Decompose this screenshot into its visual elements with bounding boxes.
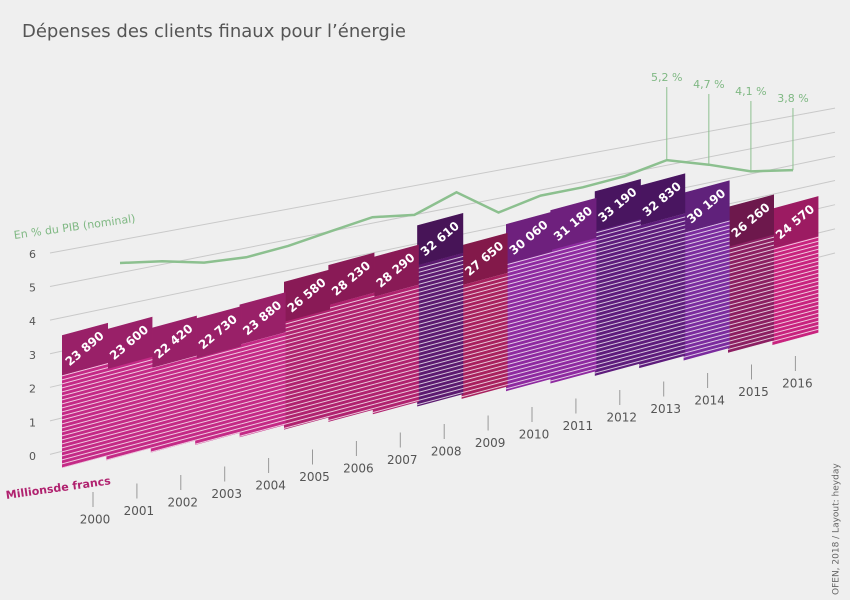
bar-plates bbox=[106, 356, 153, 461]
bar-lid bbox=[195, 306, 242, 359]
bar-stack: 30 060 bbox=[506, 211, 552, 392]
bar-lid bbox=[728, 194, 774, 247]
bar-plates bbox=[683, 220, 730, 361]
bar-stack: 28 290 bbox=[372, 244, 419, 415]
annotation: 4,7 % bbox=[693, 78, 724, 91]
bar-stack: 23 880 bbox=[239, 292, 286, 438]
bar-plates bbox=[372, 284, 419, 415]
x-tick-label: 2002 bbox=[168, 496, 199, 510]
bar-stack: 33 190 bbox=[594, 179, 641, 376]
bar-plates bbox=[506, 251, 552, 392]
bar-lid bbox=[328, 252, 375, 306]
bar-lid bbox=[106, 316, 153, 370]
y-tick-label: 6 bbox=[29, 248, 36, 261]
bar-stack: 32 610 bbox=[417, 212, 464, 407]
x-tick-label: 2000 bbox=[80, 513, 111, 527]
bar-plates bbox=[417, 252, 464, 407]
annotation: 3,8 % bbox=[777, 92, 808, 105]
bar-plates bbox=[195, 346, 242, 445]
bar-lid bbox=[372, 244, 419, 298]
x-tick-label: 2006 bbox=[343, 462, 374, 476]
x-tick-label: 2013 bbox=[650, 402, 681, 416]
x-tick-label: 2015 bbox=[738, 385, 769, 399]
bar-plates bbox=[239, 332, 286, 438]
bar-stack: 23 600 bbox=[106, 316, 153, 461]
bar-stack: 27 650 bbox=[461, 232, 508, 399]
x-tick-label: 2014 bbox=[694, 394, 725, 408]
grid-line bbox=[49, 107, 836, 254]
bar-stack: 26 580 bbox=[284, 269, 330, 430]
x-tick-label: 2012 bbox=[607, 411, 638, 425]
y-tick-label: 0 bbox=[29, 450, 36, 463]
bar-lid bbox=[150, 315, 197, 369]
bar-stack: 31 180 bbox=[550, 197, 597, 384]
y-tick-label: 3 bbox=[29, 349, 36, 362]
bar-stack: 32 830 bbox=[639, 173, 686, 369]
bar-stack: 26 260 bbox=[728, 194, 774, 353]
x-tick-label: 2005 bbox=[299, 470, 330, 484]
bar-lid bbox=[772, 196, 819, 249]
chart-title: Dépenses des clients finaux pour l’énerg… bbox=[22, 21, 406, 42]
x-tick-label: 2008 bbox=[431, 445, 462, 459]
bar-plates bbox=[550, 237, 597, 384]
bar-plates bbox=[639, 213, 686, 369]
y-tick-label: 1 bbox=[29, 416, 36, 429]
bar-plates bbox=[150, 355, 197, 453]
bar-plates bbox=[461, 272, 508, 399]
bar-stack: 23 890 bbox=[62, 322, 108, 468]
bar-stack: 24 570 bbox=[772, 196, 819, 346]
x-tick-label: 2007 bbox=[387, 453, 418, 467]
annotation: 4,1 % bbox=[735, 85, 766, 98]
bar-lid bbox=[550, 197, 597, 251]
x-tick-label: 2004 bbox=[255, 479, 286, 493]
bar-lid bbox=[683, 180, 730, 233]
bar-plates bbox=[328, 292, 375, 422]
bar-stack: 30 190 bbox=[683, 180, 730, 361]
bar-lid bbox=[417, 212, 464, 266]
annotation: 5,2 % bbox=[651, 71, 682, 84]
bar-stack: 22 420 bbox=[150, 315, 197, 453]
bar-stack: 22 730 bbox=[195, 306, 242, 445]
y-tick-label: 2 bbox=[29, 383, 36, 396]
x-tick-label: 2011 bbox=[563, 419, 594, 433]
x-tick-label: 2003 bbox=[211, 487, 242, 501]
x-tick-label: 2016 bbox=[782, 377, 813, 391]
bar-lid bbox=[506, 211, 552, 265]
y-tick-label: 5 bbox=[29, 282, 36, 295]
x-tick-label: 2010 bbox=[519, 428, 550, 442]
y-tick-label: 4 bbox=[29, 315, 36, 328]
bar-stack: 28 230 bbox=[328, 252, 375, 422]
bar-lid bbox=[62, 322, 108, 376]
bar-plates bbox=[62, 362, 108, 468]
bar-plates bbox=[728, 234, 774, 353]
bar-lid bbox=[284, 269, 330, 322]
bar-lid bbox=[639, 173, 686, 226]
bar-lid bbox=[594, 179, 641, 232]
bar-plates bbox=[284, 309, 330, 430]
bar-plates bbox=[594, 219, 641, 376]
x-tick-label: 2001 bbox=[124, 504, 155, 518]
bar-lid bbox=[461, 232, 508, 286]
pib-line bbox=[119, 158, 794, 265]
source: OFEN, 2018 / Layout: heyday bbox=[832, 463, 842, 595]
bar-lid bbox=[239, 292, 286, 345]
bar-plates bbox=[772, 236, 819, 346]
x-tick-label: 2009 bbox=[475, 436, 506, 450]
